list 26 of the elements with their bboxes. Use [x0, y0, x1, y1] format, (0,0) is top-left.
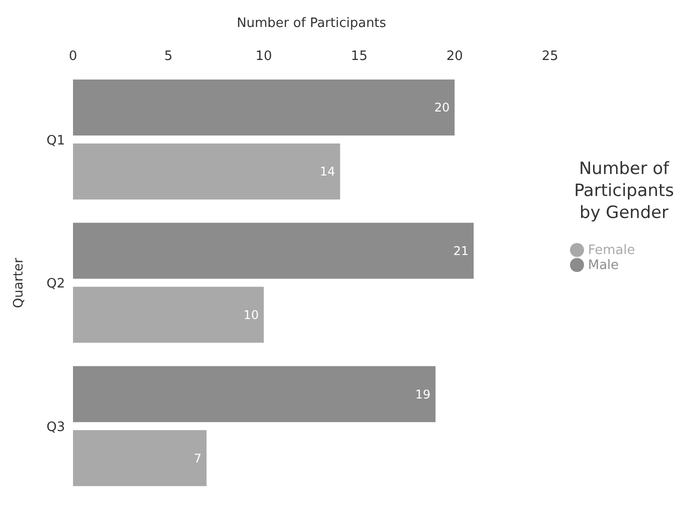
x-tick-label: 5 — [164, 49, 173, 64]
y-tick-label: Q3 — [46, 420, 65, 435]
bar — [73, 222, 474, 279]
data-label: 10 — [244, 308, 259, 322]
text: Number of Participants by Gender — [573, 158, 675, 224]
data-label: 7 — [194, 451, 202, 466]
x-axis-title: Number of Participants — [236, 16, 386, 32]
y-tick-label: Q1 — [46, 133, 65, 148]
x-tick-label: 0 — [68, 49, 78, 64]
legend-label: Male — [588, 258, 619, 273]
data-label: 14 — [320, 164, 336, 179]
bar — [73, 430, 207, 486]
x-tick-label: 25 — [542, 49, 558, 64]
data-label: 20 — [434, 100, 450, 115]
x-tick-label: 20 — [446, 49, 463, 64]
bar — [73, 286, 264, 343]
bar — [73, 143, 340, 200]
data-label: 21 — [453, 244, 469, 258]
y-axis-title: Quarter — [12, 257, 27, 308]
x-tick-label: 15 — [350, 49, 368, 64]
bar — [73, 366, 436, 422]
legend-label: Female — [588, 243, 636, 258]
data-label: 19 — [415, 387, 431, 402]
y-tick-label: Q2 — [46, 276, 65, 292]
bar — [73, 79, 455, 136]
x-tick-label: 10 — [256, 49, 272, 64]
